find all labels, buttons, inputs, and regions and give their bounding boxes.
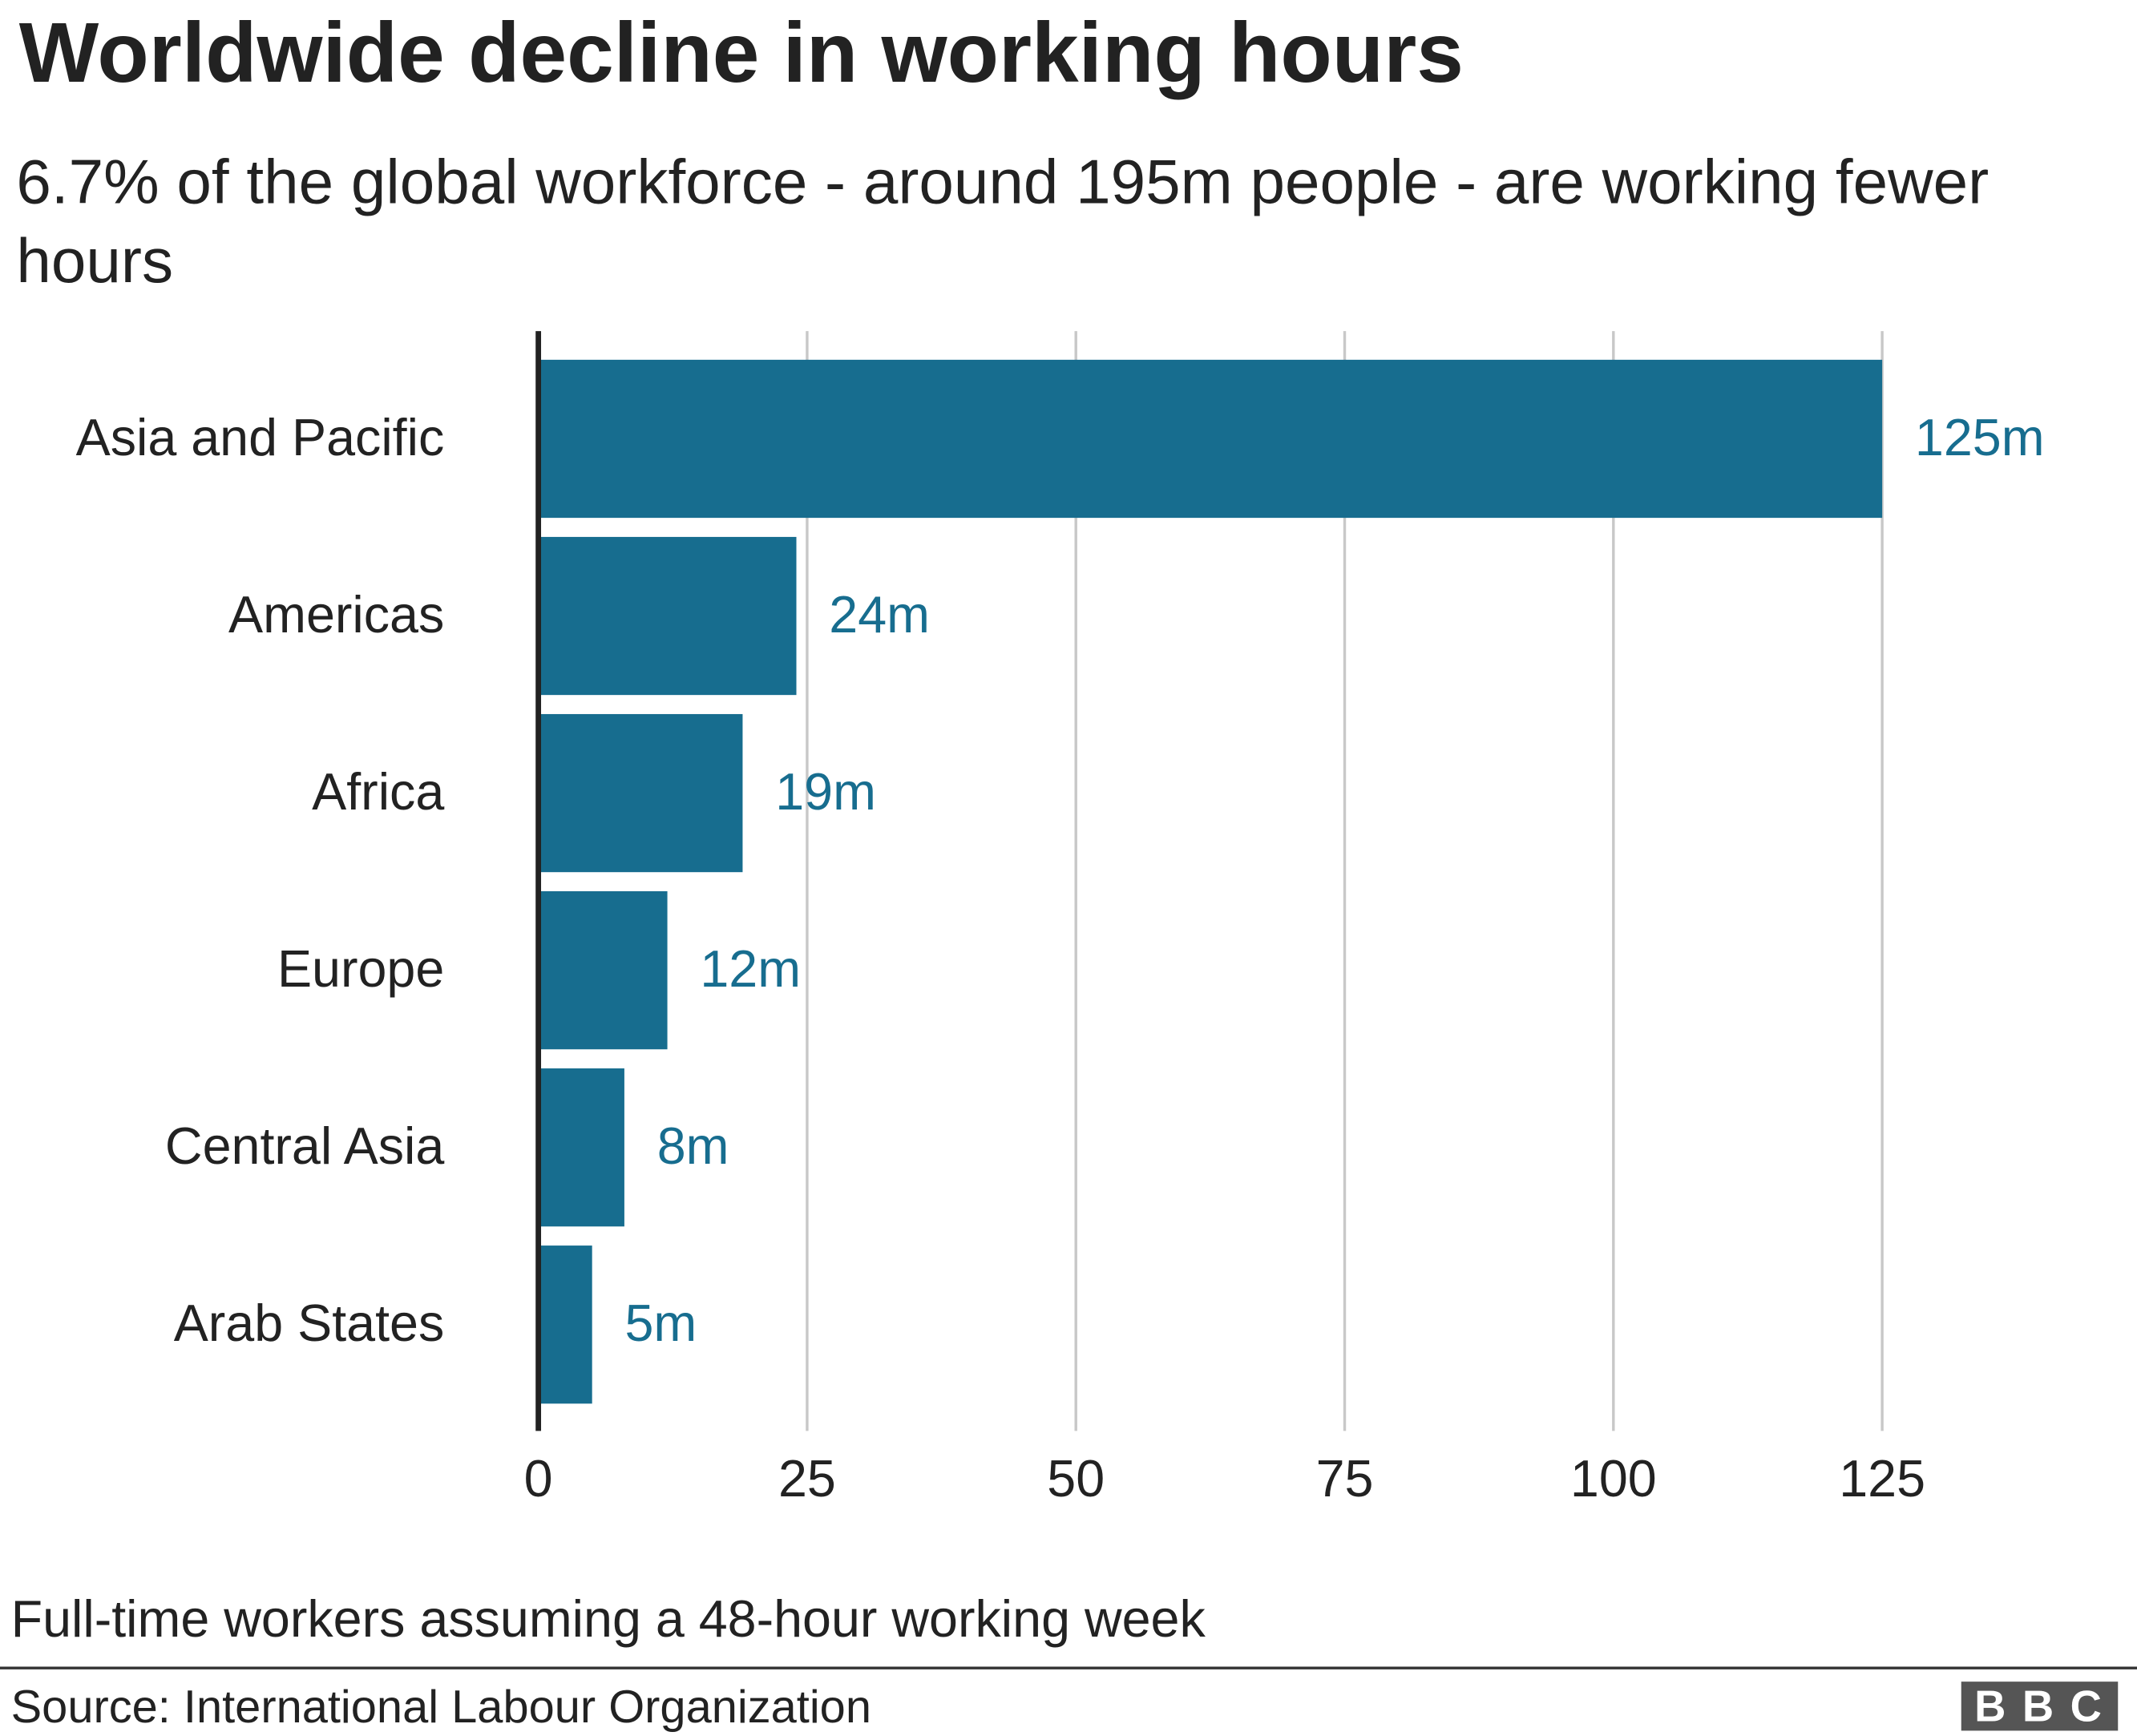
y-tick-label: Americas xyxy=(228,586,444,644)
y-tick-label: Europe xyxy=(277,940,444,998)
bar xyxy=(538,1245,592,1404)
data-label: 19m xyxy=(775,763,876,821)
data-label: 12m xyxy=(700,940,801,998)
bar xyxy=(538,359,1883,519)
x-tick-label: 50 xyxy=(1047,1450,1105,1508)
bar xyxy=(538,890,668,1050)
y-tick-label: Asia and Pacific xyxy=(76,409,445,466)
y-tick-label: Central Asia xyxy=(165,1117,444,1175)
x-tick-label: 25 xyxy=(778,1450,836,1508)
y-tick-label: Arab States xyxy=(174,1294,445,1352)
logo: BBC xyxy=(1961,1681,2119,1731)
data-label: 8m xyxy=(657,1117,729,1175)
data-label: 125m xyxy=(1915,409,2045,466)
footnote: Full-time workers assuming a 48-hour wor… xyxy=(10,1591,1206,1649)
x-tick-label: 0 xyxy=(524,1450,553,1508)
data-label: 24m xyxy=(829,586,930,644)
chart-subtitle: 6.7% of the global workforce - around 19… xyxy=(16,145,1990,296)
y-tick-label: Africa xyxy=(312,763,444,821)
chart-title: Worldwide decline in working hours xyxy=(18,6,1464,101)
x-tick-label: 75 xyxy=(1316,1450,1374,1508)
separator xyxy=(0,1666,2137,1669)
bar xyxy=(538,713,743,873)
bar xyxy=(538,1068,624,1227)
bar xyxy=(538,536,797,696)
data-label: 5m xyxy=(624,1294,697,1352)
x-tick-label: 100 xyxy=(1570,1450,1657,1508)
source: Source: International Labour Organizatio… xyxy=(10,1681,871,1734)
x-tick-label: 125 xyxy=(1839,1450,1925,1508)
